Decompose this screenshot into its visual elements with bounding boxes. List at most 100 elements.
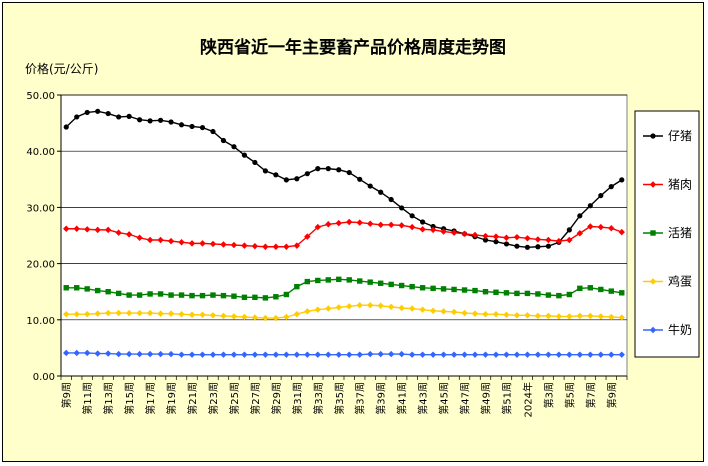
data-point [167,310,175,317]
data-point [598,192,604,199]
x-tick-label: 第9周 [60,382,73,408]
data-point [209,312,217,319]
data-point [503,234,510,241]
data-point [587,351,594,358]
data-point [471,310,479,317]
x-tick-label: 第51周 [500,382,513,415]
data-point [608,224,615,232]
data-point [241,313,248,321]
data-point [251,351,259,358]
data-point [283,243,290,250]
data-point [608,313,615,321]
legend-item: 活猪 [643,226,692,240]
data-point [231,293,237,299]
data-point [493,289,499,295]
data-point [104,309,112,317]
data-point [514,290,520,297]
data-point [388,196,394,203]
data-point [608,184,614,190]
data-point [577,213,583,219]
data-point [273,294,279,300]
data-point [545,243,551,249]
data-point [283,313,290,321]
data-point [556,292,562,299]
data-point [367,350,374,358]
data-point [545,351,552,358]
data-point [493,239,499,245]
data-point [273,172,279,178]
data-point [304,351,311,358]
data-point [220,241,227,248]
data-point [252,159,258,166]
legend-item: 猪肉 [643,178,692,192]
data-point [492,233,500,240]
data-point [619,290,625,296]
data-point [262,295,269,301]
data-point [461,230,468,238]
data-point [209,351,217,358]
y-axis-label: 价格(元/公斤) [25,61,98,76]
data-point [335,219,342,227]
data-point [367,279,373,285]
data-point [178,310,185,318]
data-point [230,313,238,320]
data-point [356,219,363,226]
x-tick-label: 第5周 [563,382,576,408]
x-tick-label: 第47周 [459,382,472,415]
data-point [220,351,227,358]
y-tick-label: 30.00 [26,203,55,214]
data-point [63,225,70,232]
data-point [272,314,280,322]
data-point [294,283,300,290]
data-point [346,169,352,176]
data-point [482,289,489,295]
x-tick-label: 2024年 [521,382,534,417]
data-point [84,109,90,116]
data-point [146,350,154,358]
data-point [125,231,133,238]
data-point [116,114,122,120]
chart-title: 陕西省近一年主要畜产品价格周度走势图 [200,37,506,58]
data-point [503,351,510,358]
data-point [136,292,143,298]
data-point [576,230,584,237]
data-point [336,167,342,173]
data-point [524,351,531,358]
data-point [346,351,353,358]
data-point [304,308,311,315]
data-point [356,301,363,309]
legend-label: 活猪 [668,226,692,240]
legend-swatch-marker [650,230,656,236]
data-point [451,286,457,293]
data-point [199,351,206,358]
data-point [335,304,342,311]
gridlines [61,94,627,321]
data-point [74,114,80,120]
data-point [409,283,415,290]
data-point [514,243,520,249]
data-point [545,236,552,244]
data-point [146,309,154,317]
data-point [136,350,143,358]
data-point [387,221,395,229]
data-point [534,312,542,320]
data-point [429,307,437,315]
data-point [388,281,394,288]
x-tick-label: 第9周 [605,382,618,408]
data-point [357,176,363,182]
data-point [534,236,542,243]
data-point [555,313,563,320]
data-point [346,277,352,283]
data-point [440,286,447,292]
data-point [608,351,615,358]
data-point [325,351,332,358]
data-point [325,305,332,312]
data-point [73,225,80,232]
data-point [315,166,321,172]
x-tick-label: 第13周 [102,382,115,415]
data-point [346,303,353,310]
data-point [587,285,594,291]
data-point [430,285,436,292]
data-point [535,291,541,297]
legend-item: 鸡蛋 [643,274,692,289]
